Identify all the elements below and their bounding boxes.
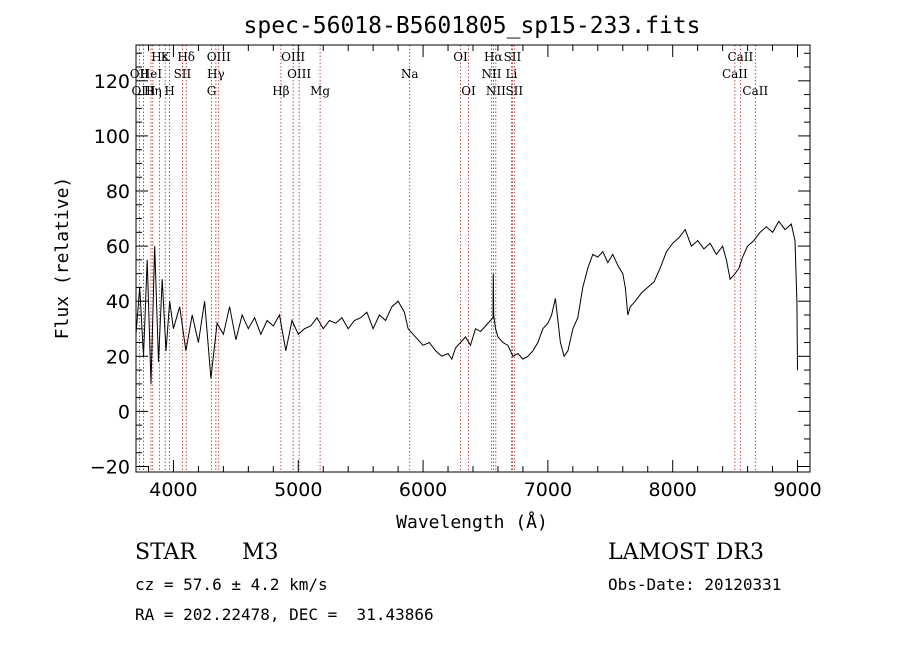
line-label: Hε [151, 50, 168, 64]
line-markers [138, 45, 756, 472]
line-label: H [164, 84, 174, 98]
line-label: Hβ [272, 84, 289, 98]
object-subclass: M3 [242, 540, 279, 565]
line-label: OI [453, 50, 468, 64]
y-axis-label: Flux (relative) [52, 177, 73, 340]
line-label: Li [506, 67, 518, 81]
object-class: STAR [135, 540, 196, 565]
y-tick-label: 40 [106, 291, 130, 313]
obs-date: Obs-Date: 20120331 [608, 575, 782, 594]
redshift-cz: cz = 57.6 ± 4.2 km/s [135, 575, 328, 594]
line-label: CaII [727, 50, 753, 64]
line-label: NII [481, 67, 501, 81]
x-tick-label: 4000 [149, 479, 197, 501]
plot-frame [135, 44, 811, 473]
line-label: Hδ [177, 50, 195, 64]
line-label: K [161, 50, 171, 64]
line-label: CaII [722, 67, 748, 81]
line-label: OIII [207, 50, 231, 64]
y-tick-label: 120 [94, 71, 130, 93]
x-axis-label: Wavelength (Å) [396, 511, 548, 533]
line-label: OIII [287, 67, 311, 81]
x-tick-label: 9000 [773, 479, 821, 501]
x-tick-labels: 4000 5000 6000 7000 8000 9000 [149, 479, 821, 501]
line-label: Hη [144, 84, 162, 98]
chart-title: spec-56018-B5601805_sp15-233.fits [244, 13, 701, 39]
line-label: SII [174, 67, 192, 81]
axis-ticks [136, 45, 810, 472]
line-label: G [207, 84, 217, 98]
y-tick-label: 60 [106, 236, 130, 258]
y-tick-label: −20 [90, 456, 130, 478]
survey-name: LAMOST DR3 [608, 540, 764, 565]
line-label: Hγ [207, 67, 225, 81]
line-label: SII [504, 50, 522, 64]
spectrum-series [135, 220, 798, 384]
line-label: OI [461, 84, 476, 98]
line-label: Na [401, 67, 419, 81]
x-tick-label: 8000 [649, 479, 697, 501]
ra-dec: RA = 202.22478, DEC = 31.43866 [135, 605, 434, 624]
y-tick-labels: −20 0 20 40 60 80 100 120 [90, 71, 130, 479]
line-label: Hα [484, 50, 503, 64]
x-tick-label: 6000 [399, 479, 447, 501]
x-tick-label: 5000 [274, 479, 322, 501]
line-label: CaII [742, 84, 768, 98]
line-label: OIII [281, 50, 305, 64]
y-tick-label: 20 [106, 346, 130, 368]
y-tick-label: 100 [94, 126, 130, 148]
line-label: HeI [140, 67, 163, 81]
line-label: NII [486, 84, 506, 98]
line-label: SII [505, 84, 523, 98]
y-tick-label: 80 [106, 181, 130, 203]
line-label: OII [130, 67, 150, 81]
line-label: Mg [310, 84, 330, 98]
y-tick-label: 0 [118, 401, 130, 423]
x-tick-label: 7000 [524, 479, 572, 501]
